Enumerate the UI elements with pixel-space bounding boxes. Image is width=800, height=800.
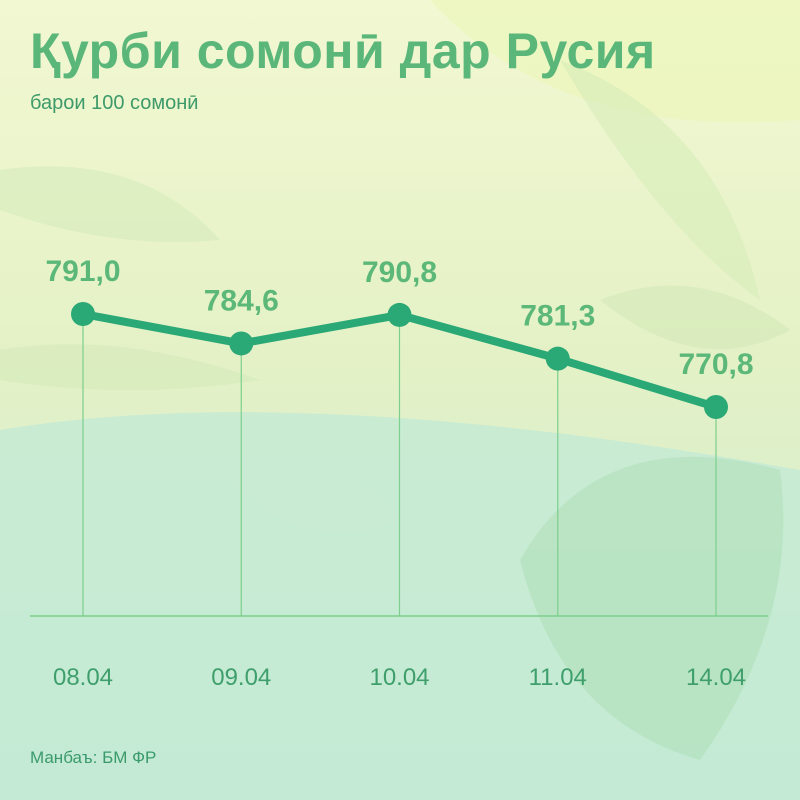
data-label: 784,6 xyxy=(204,284,279,317)
x-tick-label: 11.04 xyxy=(529,664,587,691)
data-point xyxy=(387,302,412,327)
source-note: Манбаъ: БМ ФР xyxy=(30,748,157,767)
data-point xyxy=(545,346,570,371)
data-point xyxy=(229,331,254,356)
data-label: 770,8 xyxy=(678,348,753,381)
data-point xyxy=(71,302,95,326)
x-tick-label: 08.04 xyxy=(53,664,113,691)
data-label: 781,3 xyxy=(520,300,595,333)
chart-title: Қурби сомонӣ дар Русия xyxy=(30,23,656,79)
x-tick-label: 10.04 xyxy=(369,664,429,691)
data-label: 790,8 xyxy=(362,256,437,289)
data-label: 791,0 xyxy=(45,255,120,288)
chart-subtitle: барои 100 сомонӣ xyxy=(30,92,199,114)
x-tick-label: 14.04 xyxy=(686,664,746,691)
data-point xyxy=(704,395,728,419)
x-tick-label: 09.04 xyxy=(211,664,271,691)
